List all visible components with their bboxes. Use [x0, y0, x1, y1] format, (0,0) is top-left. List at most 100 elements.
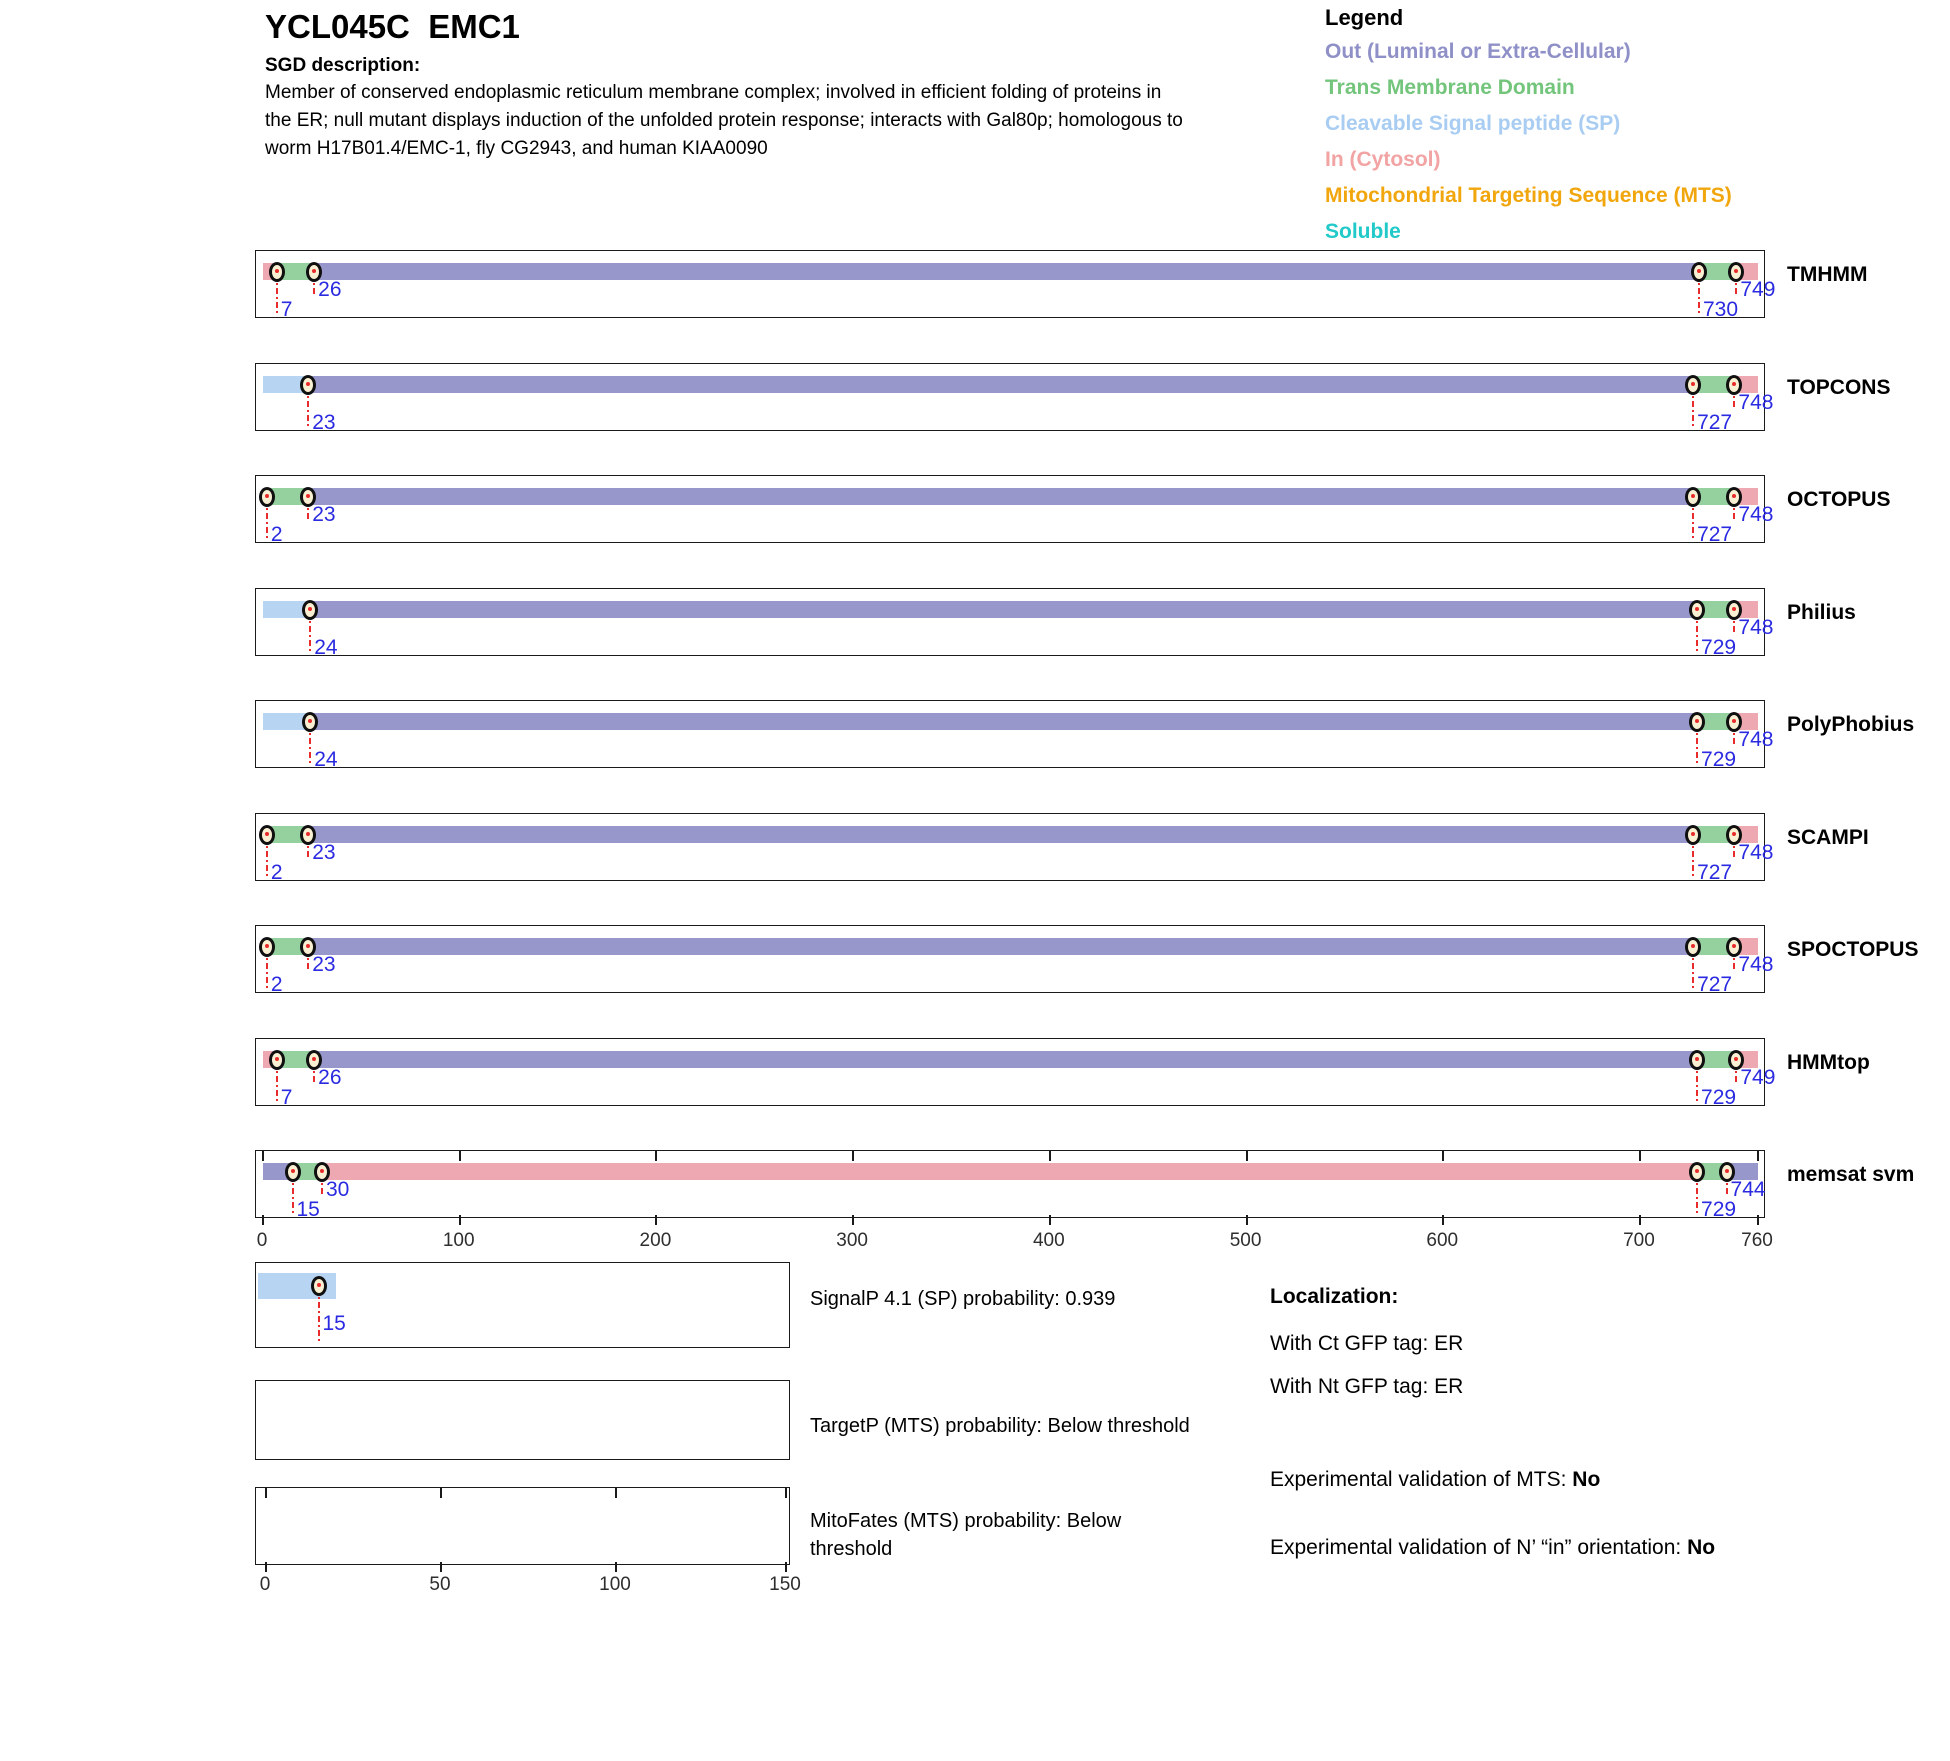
track-box-tmhmm: 7 26 730 749	[255, 250, 1775, 321]
track-label-scampi: SCAMPI	[1787, 825, 1869, 849]
boundary-marker-icon	[1685, 374, 1702, 395]
marker-line	[1733, 611, 1736, 632]
boundary-marker-icon	[1689, 599, 1706, 620]
axis-tick	[1638, 1215, 1641, 1225]
axis-tick	[1442, 1151, 1445, 1161]
boundary-marker-icon	[258, 937, 275, 957]
marker-dot-icon	[308, 719, 313, 723]
boundary-marker-icon	[1685, 937, 1702, 957]
segment-tm	[1693, 375, 1735, 393]
marker-dot-icon	[264, 494, 269, 498]
marker-position-label: 2	[270, 973, 283, 996]
marker-dot-icon	[1695, 606, 1700, 611]
marker-line	[265, 836, 268, 879]
axis-tick	[262, 1215, 264, 1225]
track-box-memsat-svm: 15 30 729 744	[255, 1150, 1766, 1225]
marker-line	[313, 274, 316, 294]
marker-position-label: 729	[1701, 748, 1737, 771]
boundary-marker-icon	[1685, 824, 1702, 845]
marker-position-label: 2	[270, 523, 283, 546]
segment-out	[314, 1050, 1698, 1068]
track-box-scampi: 2 23 727 748	[255, 812, 1773, 884]
marker-line	[1692, 836, 1695, 879]
localization-ct-line: With Ct GFP tag: ER	[1270, 1332, 1464, 1355]
marker-line	[309, 611, 312, 654]
axis-tick	[615, 1562, 617, 1572]
marker-position-label: 727	[1697, 860, 1733, 884]
boundary-marker-icon	[1726, 487, 1743, 507]
marker-dot-icon	[312, 269, 317, 273]
boundary-marker-icon	[1718, 1162, 1735, 1182]
track-label-hmmtop: HMMtop	[1787, 1050, 1870, 1074]
axis-tick	[265, 1488, 267, 1498]
marker-position-label: 727	[1697, 973, 1733, 996]
marker-line	[1697, 274, 1700, 316]
marker-position-label: 23	[312, 840, 336, 864]
boundary-marker-icon	[1726, 599, 1743, 620]
segment-tm	[1697, 1050, 1737, 1068]
marker-position-label: 2	[270, 860, 283, 884]
segment-tm	[276, 263, 315, 280]
legend-item-soluble: Soluble	[1325, 220, 1401, 243]
marker-position-label: 729	[1701, 1085, 1737, 1109]
sgd-description-line: worm H17B01.4/EMC-1, fly CG2943, and hum…	[265, 138, 768, 159]
x-axis-tick-label: 600	[1426, 1230, 1459, 1251]
marker-line	[1692, 386, 1695, 429]
marker-dot-icon	[1695, 1169, 1700, 1173]
marker-line	[307, 386, 310, 429]
segment-tm	[1693, 488, 1735, 505]
marker-line	[1696, 1174, 1699, 1216]
marker-line	[275, 274, 278, 316]
marker-dot-icon	[1695, 719, 1700, 723]
track-label-polyphobius: PolyPhobius	[1787, 713, 1915, 736]
boundary-marker-icon	[306, 1049, 323, 1070]
marker-dot-icon	[1732, 719, 1737, 723]
marker-line	[1692, 949, 1695, 991]
boundary-marker-icon	[310, 1276, 327, 1296]
boundary-marker-icon	[306, 262, 323, 282]
axis-tick	[265, 1562, 267, 1572]
axis-tick	[1048, 1215, 1051, 1225]
mts-validation-value: No	[1572, 1468, 1601, 1491]
segment-tm	[1698, 263, 1737, 280]
axis-tick	[655, 1151, 658, 1161]
marker-line	[291, 1174, 294, 1216]
marker-position-label: 15	[322, 1312, 346, 1335]
marker-line	[1733, 836, 1736, 857]
marker-line	[1692, 499, 1695, 541]
track-box-philius: 24 729 748	[255, 587, 1773, 659]
marker-dot-icon	[316, 1283, 321, 1287]
boundary-marker-icon	[258, 824, 275, 845]
track-box-polyphobius: 24 729 748	[255, 700, 1773, 771]
signalp-caption: SignalP 4.1 (SP) probability: 0.939	[810, 1288, 1116, 1310]
marker-line	[321, 1174, 323, 1194]
orientation-validation-prefix: Experimental validation of N’ “in” orien…	[1270, 1536, 1688, 1559]
marker-position-label: 748	[1738, 390, 1774, 414]
segment-out	[308, 825, 1694, 843]
marker-line	[1733, 949, 1736, 969]
marker-dot-icon	[1732, 494, 1737, 498]
marker-dot-icon	[306, 494, 311, 498]
marker-position-label: 26	[318, 1065, 342, 1089]
legend-item-out: Out (Luminal or Extra-Cellular)	[1325, 40, 1631, 63]
marker-position-label: 23	[312, 953, 336, 976]
marker-line	[265, 499, 268, 541]
marker-dot-icon	[306, 381, 311, 386]
marker-dot-icon	[320, 1169, 324, 1173]
marker-position-label: 729	[1701, 1198, 1737, 1221]
axis-tick	[262, 1151, 264, 1161]
marker-dot-icon	[306, 944, 311, 948]
marker-dot-icon	[306, 831, 311, 836]
axis-tick	[785, 1562, 787, 1572]
plot-box-targetp	[255, 1380, 790, 1460]
sgd-description-line: the ER; null mutant displays induction o…	[265, 110, 1183, 131]
track-label-memsat-svm: memsat svm	[1787, 1163, 1915, 1186]
track-box-hmmtop: 7 26 729 749	[255, 1037, 1775, 1109]
marker-dot-icon	[274, 269, 279, 273]
axis-tick	[1245, 1215, 1248, 1225]
marker-dot-icon	[1691, 381, 1696, 386]
sgd-description-text: Member of conserved endoplasmic reticulu…	[265, 79, 1183, 163]
axis-tick	[1757, 1215, 1759, 1225]
sgd-description-label: SGD description:	[265, 55, 421, 76]
marker-dot-icon	[1734, 269, 1739, 273]
